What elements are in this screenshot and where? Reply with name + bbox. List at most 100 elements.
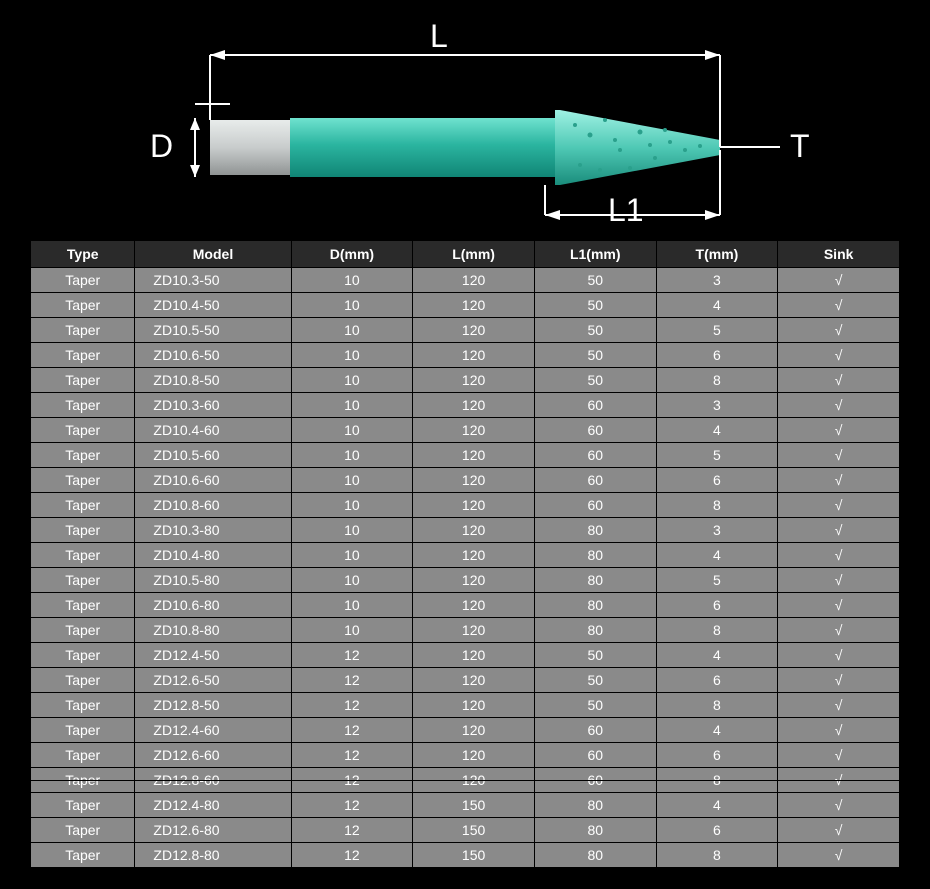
diagram: L L1 D T (0, 0, 930, 240)
table-cell: 6 (656, 668, 778, 693)
table-cell: √ (778, 318, 900, 343)
col-header: L(mm) (413, 241, 535, 268)
table-cell: 120 (413, 768, 535, 793)
table-cell: 50 (534, 643, 656, 668)
table-cell: 120 (413, 443, 535, 468)
table-cell: 3 (656, 518, 778, 543)
table-cell: Taper (31, 293, 135, 318)
table-cell: 50 (534, 343, 656, 368)
table-cell: Taper (31, 843, 135, 868)
table-cell: 5 (656, 568, 778, 593)
table-header-row: TypeModelD(mm)L(mm)L1(mm)T(mm)Sink (31, 241, 900, 268)
table-cell: 80 (534, 793, 656, 818)
table-cell: 10 (291, 293, 413, 318)
table-cell: Taper (31, 468, 135, 493)
table-cell: 6 (656, 818, 778, 843)
table-row: TaperZD10.8-5010120508√ (31, 368, 900, 393)
table-cell: 3 (656, 268, 778, 293)
table-cell: 5 (656, 318, 778, 343)
table-cell: Taper (31, 768, 135, 793)
table-cell: 6 (656, 593, 778, 618)
table-row: TaperZD12.4-5012120504√ (31, 643, 900, 668)
table-row: TaperZD10.8-6010120608√ (31, 493, 900, 518)
table-cell: ZD10.8-80 (135, 618, 291, 643)
table-cell: Taper (31, 543, 135, 568)
label-D: D (150, 128, 173, 165)
table-cell: 8 (656, 368, 778, 393)
table-cell: √ (778, 818, 900, 843)
table-row: TaperZD10.6-6010120606√ (31, 468, 900, 493)
table-cell: 4 (656, 543, 778, 568)
table-cell: √ (778, 418, 900, 443)
table-cell: 10 (291, 393, 413, 418)
table-cell: √ (778, 343, 900, 368)
table-row: TaperZD10.4-6010120604√ (31, 418, 900, 443)
table-row: TaperZD10.4-8010120804√ (31, 543, 900, 568)
table-cell: ZD10.6-80 (135, 593, 291, 618)
table-cell: 150 (413, 818, 535, 843)
table-cell: 80 (534, 818, 656, 843)
table-cell: 120 (413, 718, 535, 743)
table-cell: √ (778, 268, 900, 293)
table-cell: 3 (656, 393, 778, 418)
col-header: Model (135, 241, 291, 268)
table-cell: 50 (534, 293, 656, 318)
table-cell: Taper (31, 343, 135, 368)
table-cell: 120 (413, 293, 535, 318)
table-cell: 80 (534, 518, 656, 543)
table-cell: 10 (291, 493, 413, 518)
table-cell: 10 (291, 418, 413, 443)
col-header: D(mm) (291, 241, 413, 268)
table-cell: 50 (534, 318, 656, 343)
table-cell: 120 (413, 318, 535, 343)
table-cell: √ (778, 643, 900, 668)
table-cell: 120 (413, 468, 535, 493)
table-row: TaperZD10.8-8010120808√ (31, 618, 900, 643)
table-cell: ZD12.6-50 (135, 668, 291, 693)
table-row: TaperZD12.4-6012120604√ (31, 718, 900, 743)
table-cell: 50 (534, 368, 656, 393)
table-cell: ZD10.3-50 (135, 268, 291, 293)
table-cell: 120 (413, 593, 535, 618)
table-cell: 8 (656, 843, 778, 868)
table-cell: 10 (291, 593, 413, 618)
table-cell: 150 (413, 843, 535, 868)
table-cell: ZD10.5-50 (135, 318, 291, 343)
table-cell: ZD10.4-60 (135, 418, 291, 443)
table-cell: Taper (31, 568, 135, 593)
table-cell: 120 (413, 543, 535, 568)
table-cell: ZD10.4-80 (135, 543, 291, 568)
table-cell: 60 (534, 393, 656, 418)
table-cell: Taper (31, 318, 135, 343)
table-cell: 4 (656, 718, 778, 743)
col-header: L1(mm) (534, 241, 656, 268)
table-cell: 120 (413, 368, 535, 393)
table-row: TaperZD12.6-5012120506√ (31, 668, 900, 693)
table-row: TaperZD10.3-6010120603√ (31, 393, 900, 418)
table-cell: ZD12.4-50 (135, 643, 291, 668)
table-cell: 8 (656, 618, 778, 643)
table-cell: 12 (291, 818, 413, 843)
table-cell: ZD10.6-60 (135, 468, 291, 493)
col-header: T(mm) (656, 241, 778, 268)
table-cell: ZD10.5-60 (135, 443, 291, 468)
table-cell: 120 (413, 418, 535, 443)
table-row: TaperZD12.8-5012120508√ (31, 693, 900, 718)
table-cell: 60 (534, 718, 656, 743)
table-cell: Taper (31, 418, 135, 443)
table-cell: √ (778, 618, 900, 643)
table-cell: 120 (413, 643, 535, 668)
table-cell: Taper (31, 393, 135, 418)
table-cell: ZD12.6-60 (135, 743, 291, 768)
table-cell: ZD10.6-50 (135, 343, 291, 368)
table-cell: 6 (656, 468, 778, 493)
table-cell: √ (778, 468, 900, 493)
table-cell: 12 (291, 693, 413, 718)
table-cell: Taper (31, 518, 135, 543)
table-cell: Taper (31, 743, 135, 768)
table-cell: 80 (534, 568, 656, 593)
table-cell: √ (778, 743, 900, 768)
table-cell: 120 (413, 393, 535, 418)
table-cell: √ (778, 518, 900, 543)
table-cell: Taper (31, 593, 135, 618)
